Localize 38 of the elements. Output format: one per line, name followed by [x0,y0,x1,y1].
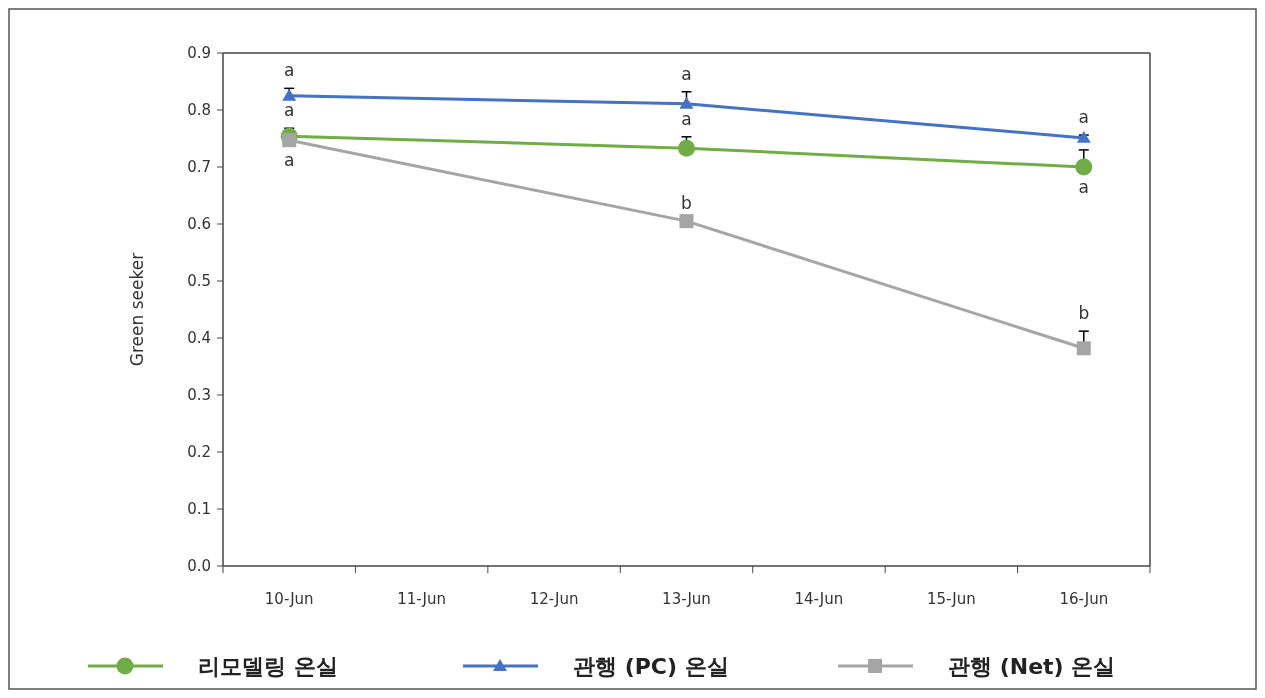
point [1076,341,1091,356]
legend-label: 관행 (Net) 온실 [948,653,1116,679]
annotation: a [1078,176,1089,197]
point [678,139,695,157]
point [282,133,297,148]
y-tick-label: 0.2 [187,443,211,462]
annotation: b [681,193,692,214]
annotation: a [284,150,295,171]
x-tick-label: 13-Jun [662,590,711,608]
y-tick-label: 0.4 [187,329,211,348]
annotation: a [681,108,692,129]
y-tick-label: 0.0 [187,557,211,576]
x-tick-label: 16-Jun [1059,590,1109,608]
legend-label: 관행 (PC) 온실 [573,653,729,679]
y-axis-title: Green seeker [127,252,147,367]
y-tick-label: 0.8 [187,101,211,120]
x-tick-label: 11-Jun [397,590,447,608]
x-tick-label: 10-Jun [264,590,314,608]
point [1075,158,1093,176]
y-tick-label: 0.5 [187,272,211,291]
point [679,96,694,109]
y-tick-label: 0.6 [187,215,211,234]
y-tick-label: 0.7 [187,158,211,177]
y-tick-label: 0.3 [187,386,211,405]
annotation: a [1078,107,1089,128]
point [282,88,297,101]
point [679,214,694,229]
legend-label: 리모델링 온실 [198,653,338,679]
y-tick-label: 0.9 [187,44,211,63]
y-tick-label: 0.1 [187,500,211,519]
annotation: a [284,100,295,121]
annotation: b [1078,303,1090,324]
x-tick-label: 12-Jun [529,590,579,608]
point [1076,130,1091,143]
x-tick-label: 15-Jun [926,590,976,608]
annotation: a [681,63,692,84]
x-tick-label: 14-Jun [794,590,844,608]
annotation: a [284,60,295,81]
